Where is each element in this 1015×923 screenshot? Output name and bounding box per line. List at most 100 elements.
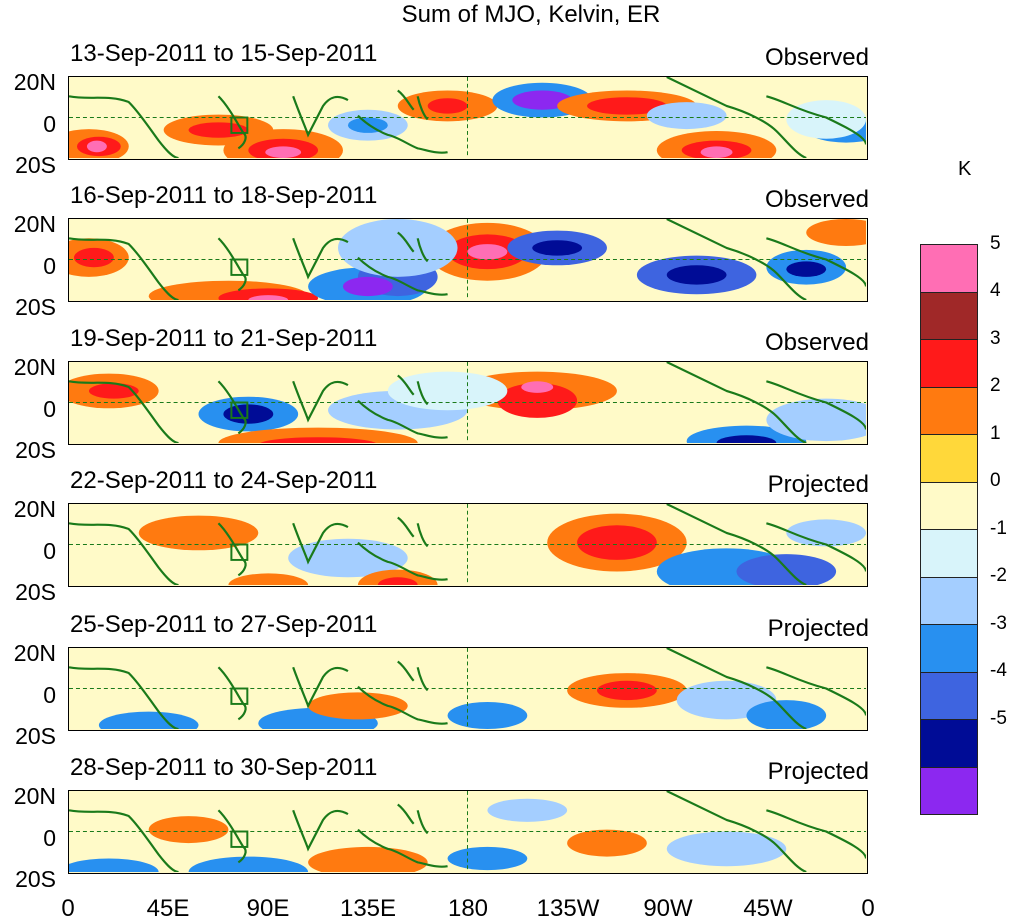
longitude-tick-label: 0 <box>61 895 75 922</box>
map-frame <box>68 647 868 731</box>
anomaly-contour <box>288 538 408 578</box>
anomaly-contour <box>577 525 657 560</box>
anomaly-contour <box>447 846 528 871</box>
field-map <box>69 219 866 300</box>
coastline <box>666 504 807 585</box>
coastline <box>292 237 349 280</box>
anomaly-contour <box>377 577 418 585</box>
coastline <box>69 809 179 872</box>
anomaly-contour <box>337 219 458 277</box>
coastline <box>292 95 349 138</box>
anomaly-contour <box>73 247 114 268</box>
coastline <box>357 685 448 725</box>
coastline <box>397 803 429 835</box>
anomaly-contour <box>487 798 568 822</box>
coastline <box>357 256 448 296</box>
map-panel: 28-Sep-2011 to 30-Sep-2011 Projected 20N 0 2… <box>0 754 1015 896</box>
map-frame <box>68 218 868 302</box>
latitude-label: 20N <box>13 354 56 380</box>
colorbar-swatch <box>920 434 978 482</box>
anomaly-contour <box>587 97 667 115</box>
anomaly-contour <box>248 295 289 300</box>
anomaly-contour <box>223 404 274 424</box>
coastline <box>666 77 807 158</box>
anomaly-contour <box>786 519 866 547</box>
coastline <box>397 374 429 406</box>
anomaly-contour <box>786 100 866 139</box>
colorbar-label: -5 <box>990 707 1007 729</box>
panel-status: Observed <box>764 186 869 213</box>
colorbar-label: 4 <box>990 280 1001 301</box>
anomaly-contour <box>666 265 727 285</box>
anomaly-contour <box>427 98 468 114</box>
anomaly-contour <box>387 371 508 411</box>
coastline <box>69 522 179 585</box>
anomaly-contour <box>521 381 554 393</box>
latitude-label: 20N <box>13 640 56 666</box>
latitude-label: 20N <box>13 496 56 522</box>
colorbar-swatch <box>920 576 978 624</box>
anomaly-contour <box>86 140 107 153</box>
coastline <box>397 516 429 548</box>
panel-status: Projected <box>767 471 869 498</box>
latitude-label: 0 <box>43 825 56 851</box>
anomaly-contour <box>806 219 866 246</box>
colorbar-label: 3 <box>990 327 1001 349</box>
longitude-tick-label: 90E <box>246 895 290 922</box>
field-map <box>69 648 866 729</box>
coastline <box>666 362 807 443</box>
latitude-label: 20N <box>13 783 56 809</box>
anomaly-contour <box>746 700 827 729</box>
coastline <box>397 660 429 692</box>
coastline <box>69 95 179 158</box>
colorbar-swatch <box>920 624 978 672</box>
field-map <box>69 362 866 443</box>
panel-status: Observed <box>764 44 869 71</box>
colorbar-label: 2 <box>990 375 1001 396</box>
latitude-label: 20N <box>13 211 56 237</box>
anomaly-contour <box>700 146 733 158</box>
colorbar-label: -1 <box>990 517 1007 539</box>
field-map <box>69 791 866 872</box>
longitude-tick-label: 45W <box>743 895 793 922</box>
map-panel: 22-Sep-2011 to 24-Sep-2011 Projected 20N 0 2… <box>0 467 1015 609</box>
colorbar <box>920 244 978 815</box>
colorbar-swatch <box>920 719 978 767</box>
anomaly-contour <box>467 244 508 260</box>
anomaly-contour <box>228 573 309 585</box>
colorbar-swatch <box>920 529 978 577</box>
colorbar-label: 1 <box>990 422 1001 444</box>
coastline <box>292 522 349 565</box>
coastline <box>69 666 179 729</box>
colorbar-label: -4 <box>990 660 1007 681</box>
colorbar-swatch <box>920 766 978 815</box>
longitude-tick-label: 90W <box>643 895 693 922</box>
coastline <box>357 541 448 581</box>
latitude-label: 20S <box>15 437 56 463</box>
longitude-tick-label: 45E <box>146 895 190 922</box>
latitude-label: 20S <box>15 723 56 749</box>
anomaly-contour <box>188 856 309 872</box>
colorbar-swatch <box>920 244 978 292</box>
latitude-label: 20S <box>15 866 56 892</box>
anomaly-contour <box>218 427 418 443</box>
latitude-label: 0 <box>43 682 56 708</box>
anomaly-contour <box>512 90 573 110</box>
latitude-label: 20S <box>15 579 56 605</box>
map-panel: 25-Sep-2011 to 27-Sep-2011 Projected 20N 0 2… <box>0 611 1015 753</box>
latitude-label: 0 <box>43 396 56 422</box>
anomaly-contour <box>447 702 528 729</box>
panel-status: Projected <box>767 615 869 642</box>
latitude-label: 20N <box>13 69 56 95</box>
colorbar-unit: K <box>958 158 972 180</box>
colorbar-label: 0 <box>990 470 1001 491</box>
map-frame <box>68 503 868 587</box>
map-frame <box>68 361 868 445</box>
latitude-label: 0 <box>43 538 56 564</box>
latitude-label: 20S <box>15 294 56 320</box>
coastline <box>69 380 179 443</box>
panel-date-range: 16-Sep-2011 to 18-Sep-2011 <box>70 182 378 209</box>
anomaly-contour <box>260 437 376 443</box>
figure-title: Sum of MJO, Kelvin, ER <box>401 1 661 28</box>
colorbar-swatch <box>920 481 978 529</box>
